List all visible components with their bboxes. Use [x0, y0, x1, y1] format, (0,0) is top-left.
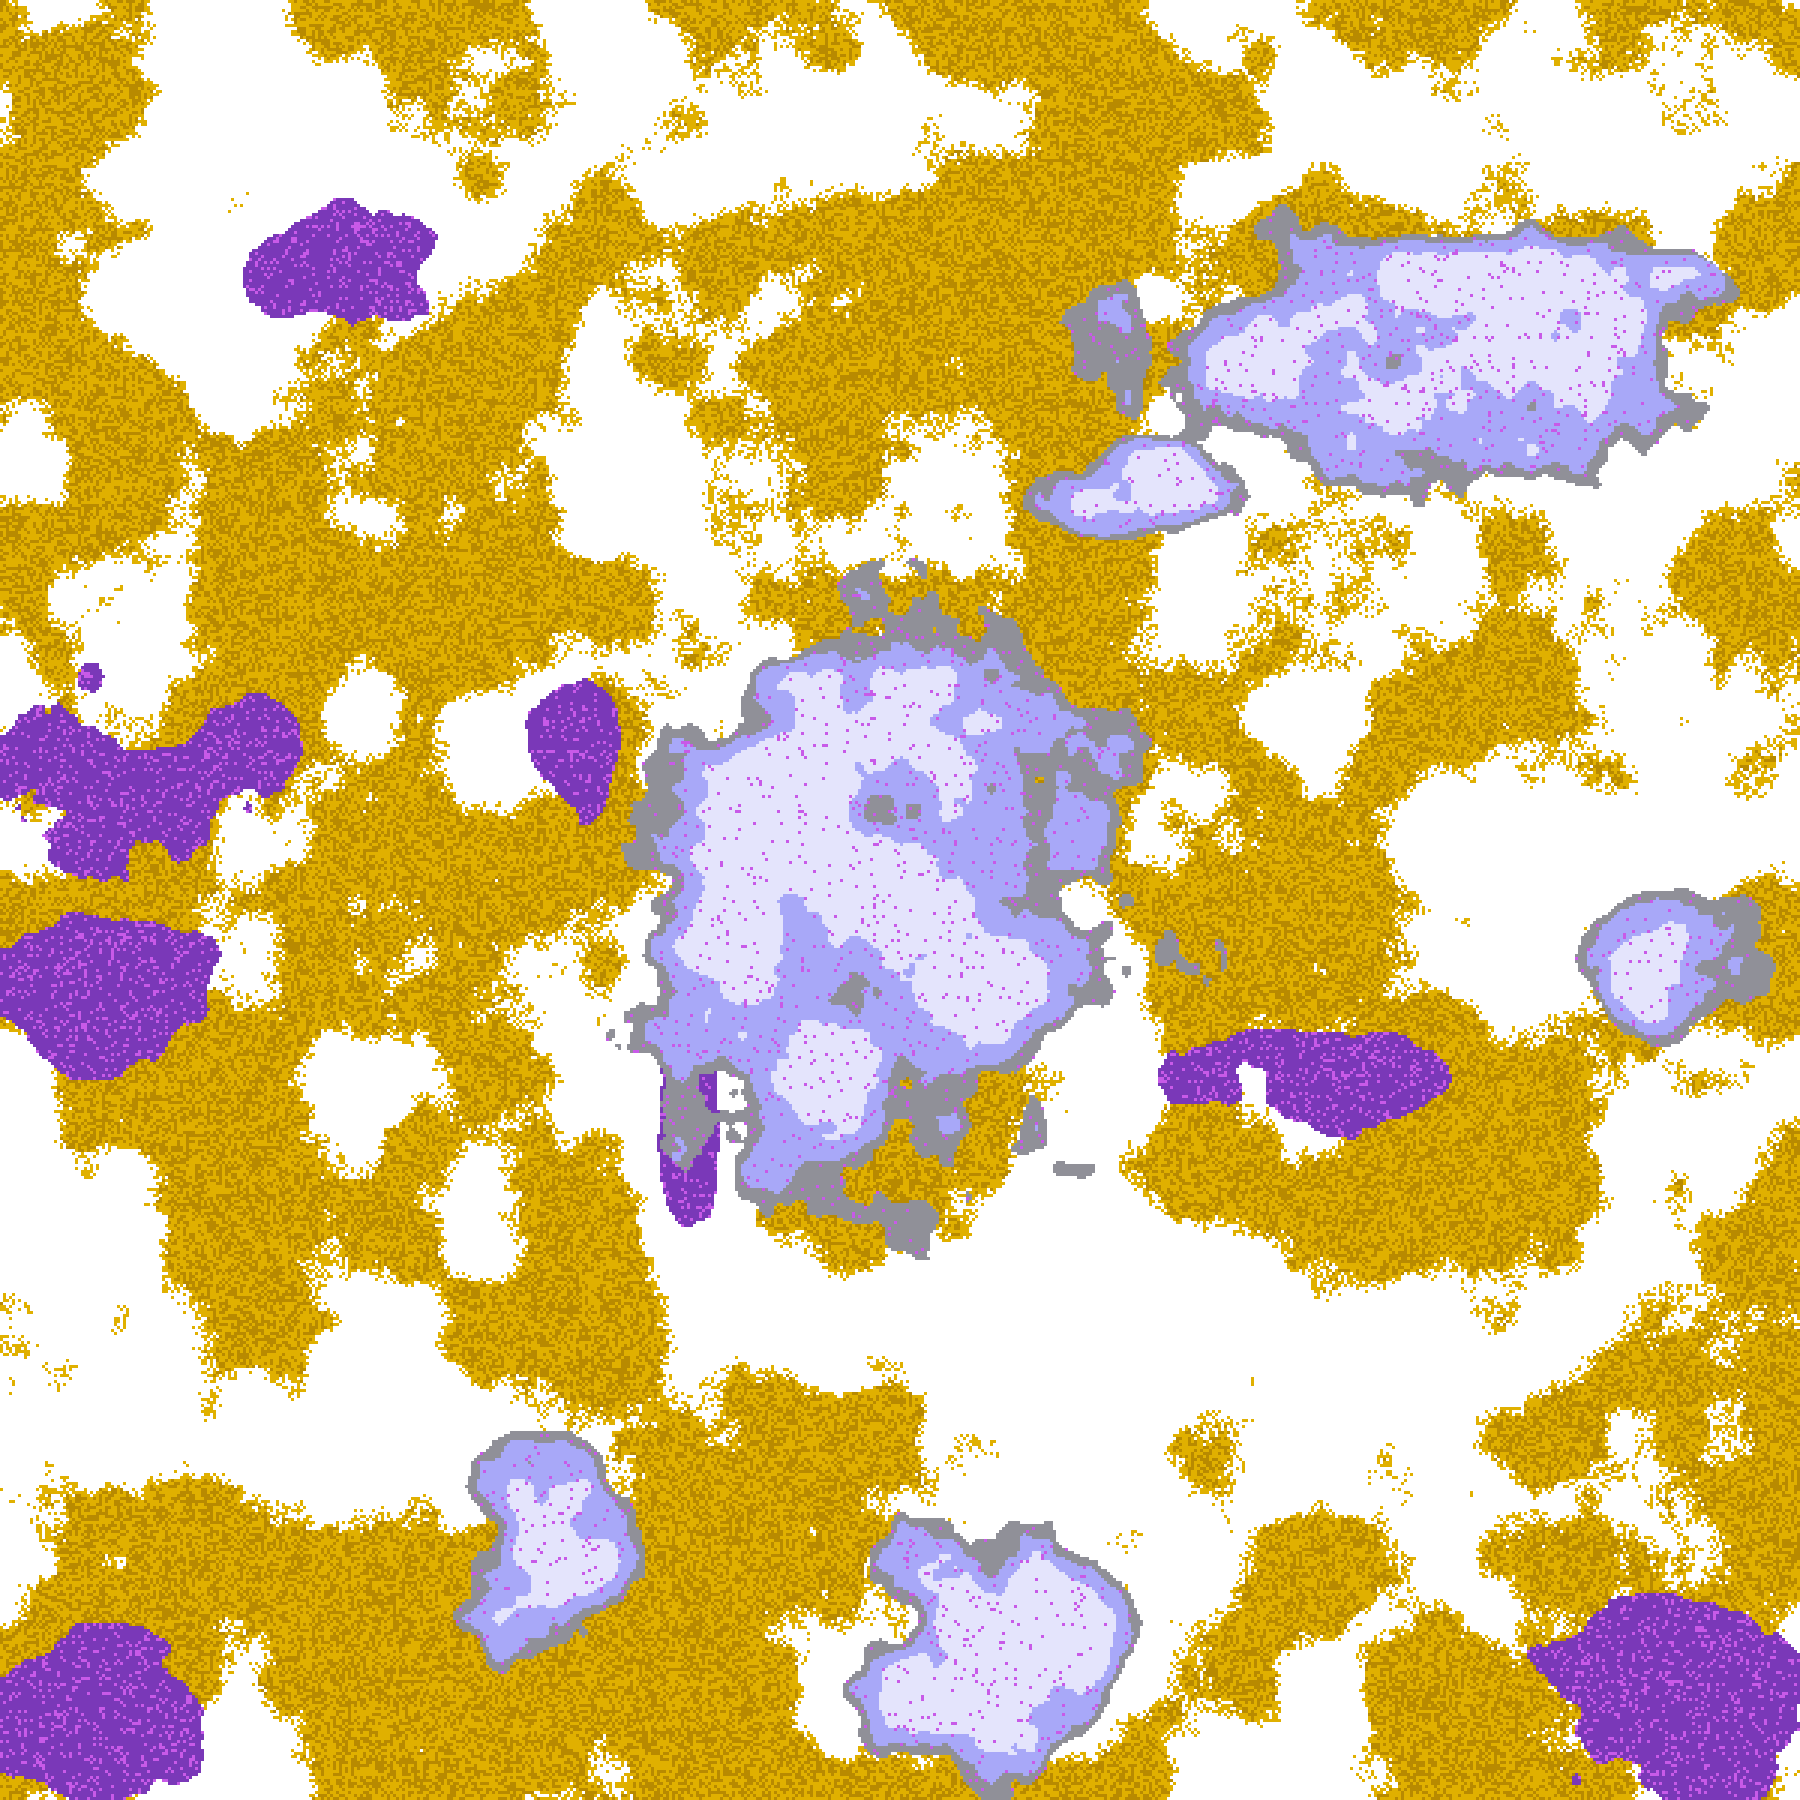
satellite-cloud-image	[0, 0, 1800, 1800]
cloud-classification-raster	[0, 0, 1800, 1800]
